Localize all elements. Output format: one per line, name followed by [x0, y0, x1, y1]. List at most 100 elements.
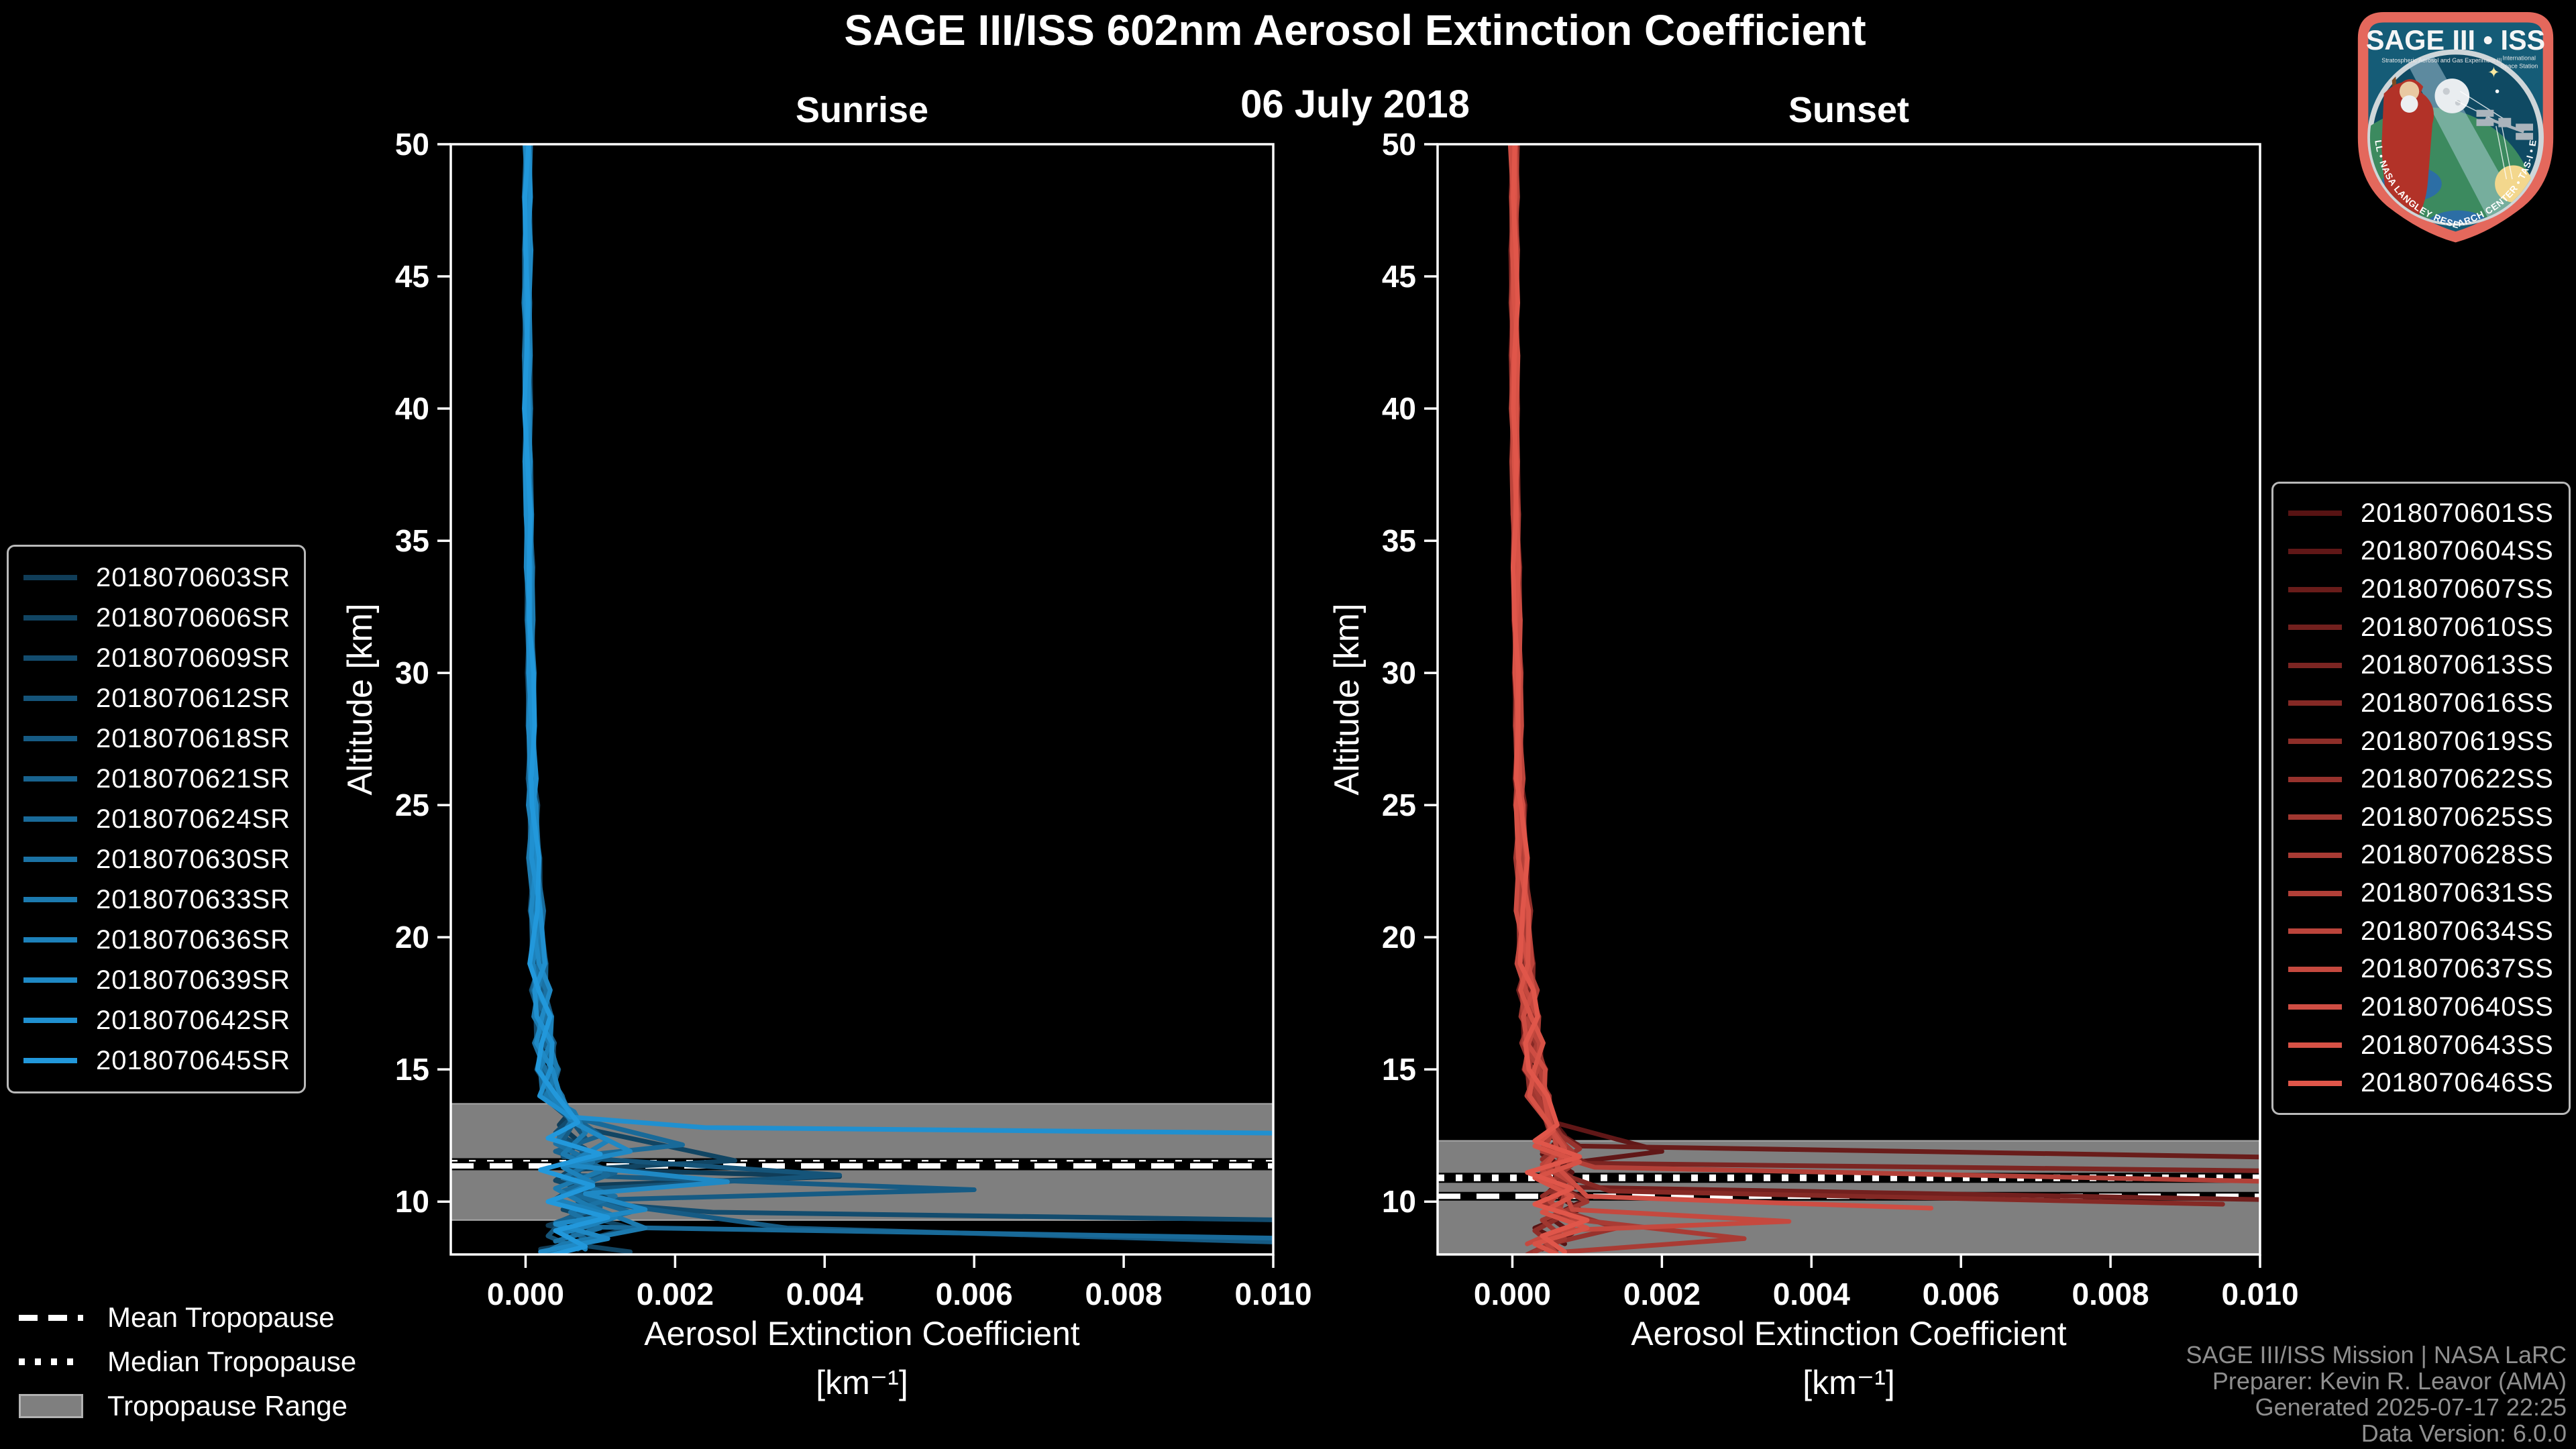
moon-crater: [2443, 87, 2450, 95]
tropopause-range-legend-item: Tropopause Range: [19, 1390, 356, 1421]
robed-figure: [2381, 82, 2434, 223]
sight-line: [2501, 125, 2513, 180]
series-label: 2018070607SS: [2361, 574, 2554, 604]
y-tick-label: 25: [1382, 788, 1416, 822]
series-color-swatch: [2288, 548, 2342, 554]
dashed-line-swatch: [19, 1314, 83, 1321]
profile-2018070609SR: [521, 144, 1273, 1222]
series-color-swatch: [2288, 1042, 2342, 1049]
credits-generated: Generated 2025-07-17 22:25: [2255, 1393, 2567, 1421]
legend-item-2018070601SS: 2018070601SS: [2288, 498, 2554, 529]
iss: [2476, 109, 2533, 140]
profile-2018070618SR: [521, 144, 1273, 1244]
legend-item-2018070630SR: 2018070630SR: [23, 845, 290, 875]
legend-item-2018070625SS: 2018070625SS: [2288, 802, 2554, 833]
series-color-swatch: [2288, 700, 2342, 706]
series-label: 2018070609SR: [96, 643, 291, 673]
credits-mission: SAGE III/ISS Mission | NASA LaRC: [2186, 1341, 2567, 1368]
profile-2018070642SR: [522, 144, 1273, 1136]
y-tick-label: 30: [395, 655, 429, 690]
series-color-swatch: [23, 776, 77, 782]
legend-item-2018070631SS: 2018070631SS: [2288, 878, 2554, 908]
profile-2018070630SR: [522, 144, 618, 1244]
series-color-swatch: [2288, 776, 2342, 782]
legend-item-2018070622SS: 2018070622SS: [2288, 764, 2554, 794]
sunset-legend: 2018070601SS 2018070604SS 2018070607SS 2018…: [2271, 482, 2571, 1115]
series-label: 2018070616SS: [2361, 688, 2554, 718]
legend-item-2018070619SS: 2018070619SS: [2288, 727, 2554, 757]
earth: [2369, 107, 2537, 223]
series-label: 2018070634SS: [2361, 916, 2554, 946]
y-tick-label: 40: [395, 391, 429, 426]
dotted-line-swatch: [19, 1358, 83, 1365]
series-label: 2018070603SR: [96, 562, 291, 592]
series-label: 2018070628SS: [2361, 840, 2554, 870]
y-tick-label: 20: [395, 920, 429, 955]
y-tick-label: 20: [1382, 920, 1416, 955]
mean-tropopause-legend-item: Mean Tropopause: [19, 1301, 356, 1333]
x-tick-label: 0.006: [1923, 1277, 2000, 1311]
legend-item-2018070609SR: 2018070609SR: [23, 643, 291, 674]
series-label: 2018070643SS: [2361, 1030, 2554, 1060]
series-color-swatch: [23, 696, 77, 701]
series-label: 2018070645SR: [96, 1045, 291, 1075]
median-tropopause-legend-item: Median Tropopause: [19, 1346, 356, 1377]
y-tick-label: 35: [395, 523, 429, 558]
sight-line: [2496, 125, 2508, 180]
x-axis-label: Aerosol Extinction Coefficient: [644, 1315, 1080, 1352]
profile-2018070613SS: [1509, 144, 2260, 1173]
series-color-swatch: [23, 897, 77, 902]
series-color-swatch: [23, 1018, 77, 1023]
legend-item-2018070624SR: 2018070624SR: [23, 804, 290, 835]
figure-beard: [2400, 95, 2418, 113]
x-tick-label: 0.010: [2221, 1277, 2298, 1311]
sage-iii-iss-mission-patch: ✦ SAGE III • ISS Stratospheric Aerosol a…: [2340, 8, 2554, 243]
legend-item-2018070645SR: 2018070645SR: [23, 1045, 291, 1076]
series-color-swatch: [2288, 739, 2342, 745]
series-color-swatch: [23, 977, 77, 983]
figure-head: [2399, 81, 2420, 101]
legend-item-2018070604SS: 2018070604SS: [2288, 536, 2554, 566]
credits-preparer: Preparer: Kevin R. Leavor (AMA): [2212, 1367, 2567, 1395]
series-label: 2018070625SS: [2361, 802, 2554, 832]
date-subtitle: 06 July 2018: [1240, 83, 1470, 126]
legend-item-2018070610SS: 2018070610SS: [2288, 612, 2554, 643]
series-color-swatch: [2288, 928, 2342, 934]
series-label: 2018070610SS: [2361, 612, 2554, 642]
series-label: 2018070601SS: [2361, 498, 2554, 528]
legend-item-2018070640SS: 2018070640SS: [2288, 992, 2554, 1022]
series-label: 2018070636SR: [96, 924, 291, 955]
series-label: 2018070619SS: [2361, 726, 2554, 756]
x-tick-label: 0.000: [487, 1277, 564, 1311]
sunrise-panel: 0.000 0.002 0.004 0.006 0.008 0.010 50 45 40 35 30…: [341, 90, 1312, 1401]
star: [2495, 89, 2500, 93]
series-color-swatch: [23, 655, 77, 661]
series-color-swatch: [2288, 814, 2342, 820]
series-label: 2018070622SS: [2361, 764, 2554, 794]
patch-subtitle-right-1: International: [2503, 55, 2536, 62]
x-tick-label: 0.000: [1474, 1277, 1551, 1311]
series-color-swatch: [2288, 586, 2342, 592]
legend-item-2018070603SR: 2018070603SR: [23, 562, 291, 593]
x-tick-label: 0.004: [1773, 1277, 1851, 1311]
series-color-swatch: [23, 857, 77, 862]
y-tick-label: 45: [395, 259, 429, 294]
series-color-swatch: [23, 736, 77, 741]
profile-2018070640SS: [1507, 144, 1934, 1211]
series-color-swatch: [23, 575, 77, 580]
legend-item-2018070621SR: 2018070621SR: [23, 764, 290, 794]
profile-2018070639SR: [523, 144, 730, 1254]
series-label: 2018070618SR: [96, 723, 291, 753]
legend-item-2018070637SS: 2018070637SS: [2288, 954, 2554, 984]
profile-2018070603SR: [524, 144, 843, 1252]
tropopause-range-label: Tropopause Range: [107, 1390, 348, 1421]
profile-2018070621SR: [523, 144, 618, 1254]
profile-2018070637SS: [1509, 144, 1792, 1246]
profile-2018070631SS: [1510, 144, 2260, 1184]
x-tick-label: 0.010: [1234, 1277, 1311, 1311]
series-label: 2018070646SS: [2361, 1068, 2554, 1098]
x-tick-label: 0.002: [1623, 1277, 1701, 1311]
series-label: 2018070640SS: [2361, 991, 2554, 1022]
earth-ocean: [2423, 210, 2493, 223]
